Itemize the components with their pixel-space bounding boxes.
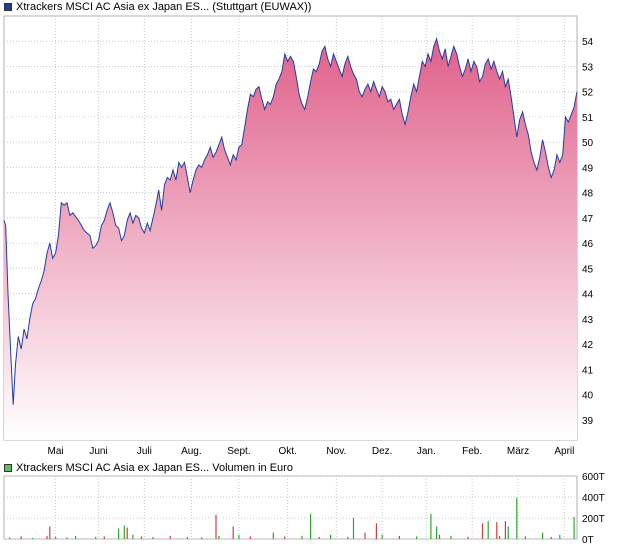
- volume-bar: [169, 535, 171, 539]
- price-y-tick-label: 40: [582, 391, 594, 402]
- volume-bar: [542, 532, 544, 539]
- volume-bar: [524, 536, 526, 539]
- volume-bar: [352, 518, 355, 539]
- volume-bar: [140, 536, 143, 539]
- price-y-tick-label: 51: [582, 113, 594, 124]
- volume-legend-swatch: [4, 464, 12, 472]
- price-x-tick-label: April: [554, 446, 574, 457]
- price-x-tick-label: März: [507, 446, 529, 457]
- volume-bar: [75, 535, 77, 539]
- price-y-tick-label: 43: [582, 315, 594, 326]
- volume-bar: [284, 536, 286, 539]
- price-y-tick-label: 49: [582, 163, 594, 174]
- price-y-tick-label: 41: [582, 365, 594, 376]
- volume-bar: [238, 534, 240, 539]
- price-x-tick-label: Juli: [137, 446, 152, 457]
- price-x-tick-label: Mai: [48, 446, 64, 457]
- volume-bar: [496, 522, 498, 539]
- price-y-tick-label: 45: [582, 264, 594, 275]
- volume-legend-label: Xtrackers MSCI AC Asia ex Japan ES... Vo…: [16, 462, 293, 474]
- volume-bar: [249, 536, 251, 539]
- price-x-tick-label: Jan.: [417, 446, 436, 457]
- volume-y-tick-label: 600T: [582, 472, 605, 483]
- volume-bar: [481, 523, 484, 540]
- price-x-tick-label: Nov.: [326, 446, 346, 457]
- volume-bar: [186, 536, 188, 539]
- price-y-tick-label: 50: [582, 138, 594, 149]
- volume-bar: [32, 538, 34, 539]
- price-x-tick-label: Okt.: [278, 446, 296, 457]
- volume-y-tick-label: 400T: [582, 493, 605, 504]
- volume-bar: [46, 535, 48, 539]
- price-x-tick-label: Dez.: [372, 446, 393, 457]
- price-series-line: [3, 36, 578, 405]
- volume-bar: [49, 526, 51, 539]
- volume-y-tick-label: 0T: [582, 535, 594, 546]
- price-legend: Xtrackers MSCI AC Asia ex Japan ES... (S…: [4, 0, 311, 14]
- price-y-tick-label: 52: [582, 88, 594, 99]
- volume-bar: [436, 526, 438, 539]
- volume-bar: [381, 534, 383, 539]
- price-y-tick-label: 42: [582, 340, 594, 351]
- volume-bar: [516, 498, 518, 539]
- price-x-tick-label: Sept.: [227, 446, 250, 457]
- volume-bar: [118, 528, 120, 539]
- volume-bar: [364, 532, 366, 539]
- price-y-tick-label: 46: [582, 239, 594, 250]
- price-legend-swatch: [4, 3, 12, 11]
- volume-bar: [430, 513, 432, 539]
- volume-bar: [347, 536, 349, 539]
- volume-bar: [20, 536, 22, 539]
- price-y-tick-label: 39: [582, 416, 594, 427]
- volume-bar: [330, 534, 332, 539]
- price-x-tick-label: Juni: [89, 446, 107, 457]
- volume-bar: [215, 514, 217, 539]
- volume-bar: [66, 537, 68, 539]
- volume-bar: [573, 517, 575, 539]
- volume-bar: [132, 534, 134, 539]
- volume-bar: [152, 536, 154, 539]
- volume-bar: [103, 536, 105, 539]
- volume-bar: [438, 534, 441, 539]
- volume-bar: [301, 535, 303, 539]
- price-y-tick-label: 54: [582, 37, 594, 48]
- volume-bar: [450, 535, 452, 539]
- price-x-tick-label: Aug.: [181, 446, 202, 457]
- volume-legend: Xtrackers MSCI AC Asia ex Japan ES... Vo…: [4, 461, 293, 475]
- volume-bar: [232, 526, 234, 539]
- price-y-tick-label: 48: [582, 189, 594, 200]
- price-panel: 39 40 41 42 43 44 45 46 47 48 49 50 51 52 53 54 Mai Juni J…: [3, 15, 594, 457]
- volume-bar: [499, 535, 501, 539]
- volume-bar: [507, 526, 509, 539]
- volume-bar: [559, 534, 561, 539]
- volume-bar: [95, 536, 97, 539]
- volume-bar: [218, 535, 220, 539]
- price-y-tick-label: 47: [582, 214, 594, 225]
- volume-bar: [504, 521, 506, 539]
- volume-bar: [123, 525, 125, 539]
- volume-bar: [550, 536, 552, 539]
- volume-y-tick-label: 200T: [582, 514, 605, 525]
- price-area-fill: [4, 38, 577, 440]
- volume-bar: [272, 532, 274, 539]
- volume-bar: [487, 521, 489, 539]
- price-legend-label: Xtrackers MSCI AC Asia ex Japan ES... (S…: [16, 1, 312, 13]
- volume-bar: [398, 535, 400, 539]
- price-x-tick-label: Feb.: [462, 446, 482, 457]
- volume-bar: [9, 537, 11, 539]
- volume-bar: [126, 527, 128, 539]
- volume-panel: 0T 200T 400T 600T: [3, 472, 605, 546]
- volume-bar: [55, 536, 57, 539]
- price-y-tick-label: 44: [582, 290, 594, 301]
- volume-bar: [310, 513, 312, 539]
- volume-bar: [416, 536, 418, 539]
- volume-plot-frame: [3, 475, 578, 540]
- volume-bar: [201, 537, 203, 539]
- volume-bar: [318, 536, 320, 539]
- volume-bar: [375, 523, 377, 540]
- price-y-tick-label: 53: [582, 62, 594, 73]
- volume-bar: [467, 536, 469, 539]
